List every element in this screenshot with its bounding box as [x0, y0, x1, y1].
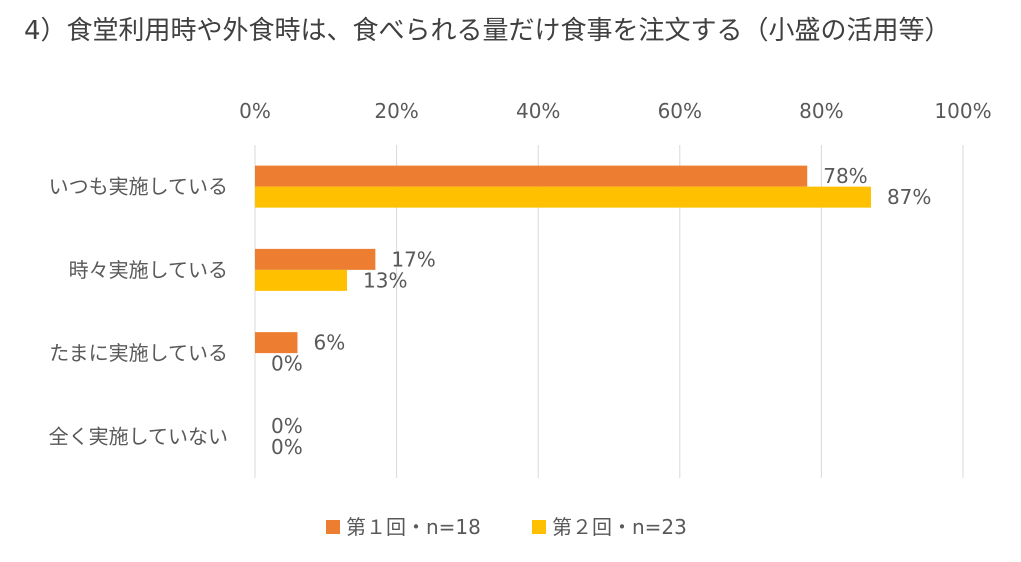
- x-tick-label: 40%: [516, 99, 560, 123]
- category-label: 時々実施している: [69, 258, 228, 282]
- data-label: 0%: [271, 414, 303, 438]
- bar: [255, 248, 376, 270]
- data-label: 0%: [271, 435, 303, 459]
- bars: [255, 165, 871, 354]
- legend-label: 第２回・n=23: [552, 515, 687, 539]
- bar: [255, 165, 808, 187]
- legend-label: 第１回・n=18: [346, 515, 481, 539]
- x-tick-label: 20%: [374, 99, 418, 123]
- data-label: 87%: [887, 185, 931, 209]
- x-tick-label: 100%: [934, 99, 991, 123]
- legend-swatch: [532, 520, 546, 534]
- x-tick-label: 80%: [799, 99, 843, 123]
- x-tick-label: 0%: [239, 99, 271, 123]
- x-axis-ticks: 0% 20% 40% 60% 80% 100%: [239, 99, 991, 123]
- data-label: 13%: [363, 268, 407, 292]
- data-label: 0%: [271, 352, 303, 376]
- bar: [255, 269, 348, 291]
- chart-title: 4）食堂利用時や外食時は、食べられる量だけ食事を注文する（小盛の活用等）: [24, 16, 951, 46]
- legend-swatch: [326, 520, 340, 534]
- data-labels: 78%87%17%13%6%0%0%0%: [271, 164, 931, 459]
- bar: [255, 332, 298, 354]
- data-label: 78%: [823, 164, 867, 188]
- category-label: 全く実施していない: [49, 424, 228, 448]
- legend: 第１回・n=18 第２回・n=23: [326, 515, 687, 539]
- bar: [255, 186, 871, 208]
- category-label: たまに実施している: [49, 341, 228, 365]
- category-label: いつも実施している: [49, 175, 228, 199]
- x-tick-label: 60%: [658, 99, 702, 123]
- data-label: 6%: [313, 331, 345, 355]
- data-label: 17%: [391, 247, 435, 271]
